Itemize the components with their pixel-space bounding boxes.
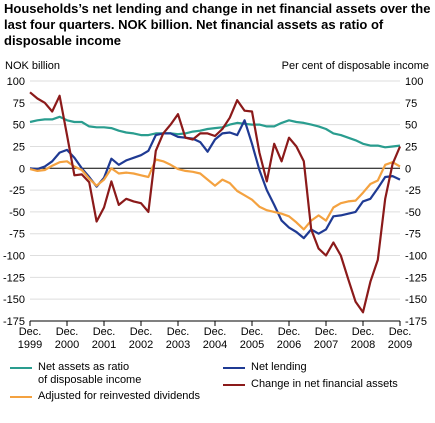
legend-label-line: Change in net financial assets bbox=[251, 378, 398, 390]
legend-swatch bbox=[10, 396, 32, 398]
legend-label-line: Net lending bbox=[251, 361, 307, 373]
y-tick-label-left: -75 bbox=[9, 229, 25, 241]
y-tick-label-left: 100 bbox=[7, 76, 25, 88]
legend-label-line: Net assets as ratio bbox=[38, 361, 130, 373]
x-tick-label-line2: 2003 bbox=[166, 339, 190, 351]
y-ticks-left: 100 75 50 25 0 -25 -50 -75 -100 -125 -150 -175 bbox=[3, 76, 25, 328]
series-line-4 bbox=[29, 91, 402, 314]
x-tick-label-line1: Dec. bbox=[19, 326, 42, 338]
series-line-3 bbox=[29, 158, 401, 231]
x-tick-label-line2: 2006 bbox=[277, 339, 301, 351]
legend-swatch bbox=[223, 384, 245, 386]
legend-swatch bbox=[223, 367, 245, 369]
x-tick-label-line2: 2005 bbox=[240, 339, 264, 351]
y-tick-label-left: -25 bbox=[9, 185, 25, 197]
x-tick-label-line2: 1999 bbox=[18, 339, 42, 351]
x-tick-label-line2: 2004 bbox=[203, 339, 227, 351]
y-tick-label-left: 0 bbox=[19, 163, 25, 175]
y-tick-label-right: 75 bbox=[405, 98, 417, 110]
y-tick-label-right: 50 bbox=[405, 120, 417, 132]
legend-label: Adjusted for reinvested dividends bbox=[38, 390, 200, 403]
y-tick-label-right: -150 bbox=[405, 294, 427, 306]
x-tick-label-line1: Dec. bbox=[389, 326, 412, 338]
chart-title: Households’s net lending and change in n… bbox=[4, 1, 431, 48]
y-tick-label-right: -25 bbox=[405, 185, 421, 197]
y-tick-label-right: 100 bbox=[405, 76, 423, 88]
y-tick-label-right: -175 bbox=[405, 316, 427, 328]
legend-swatch bbox=[10, 367, 32, 369]
x-tick-label-line1: Dec. bbox=[56, 326, 79, 338]
legend-label: Net assets as ratio of disposable income bbox=[38, 361, 141, 387]
grid-lines bbox=[30, 80, 400, 322]
y-tick-label-left: -50 bbox=[9, 207, 25, 219]
series-lines bbox=[29, 91, 402, 314]
y-tick-label-left: -125 bbox=[3, 272, 25, 284]
x-tick-label-line2: 2007 bbox=[314, 339, 338, 351]
x-tick-label-line1: Dec. bbox=[241, 326, 264, 338]
y-tick-label-left: 50 bbox=[13, 120, 25, 132]
y-tick-label-right: -125 bbox=[405, 272, 427, 284]
y-tick-label-right: 0 bbox=[405, 163, 411, 175]
x-tick-label-line2: 2002 bbox=[129, 339, 153, 351]
y-tick-label-left: -175 bbox=[3, 316, 25, 328]
x-tick-label-line2: 2009 bbox=[388, 339, 412, 351]
y-tick-label-left: -150 bbox=[3, 294, 25, 306]
y-axis-label-right: Per cent of disposable income bbox=[281, 60, 429, 72]
series-line-1 bbox=[29, 115, 401, 149]
legend-label: Net lending bbox=[251, 361, 307, 374]
legend-label: Change in net financial assets bbox=[251, 378, 398, 391]
legend-label-line: of disposable income bbox=[38, 374, 142, 386]
y-ticks-right: 100 75 50 25 0 -25 -50 -75 -100 -125 -150 -175 bbox=[405, 76, 427, 328]
y-tick-label-right: -100 bbox=[405, 251, 427, 263]
y-tick-label-right: 25 bbox=[405, 141, 417, 153]
y-axis-label-left: NOK billion bbox=[5, 60, 61, 72]
y-tick-label-right: -75 bbox=[405, 229, 421, 241]
x-tick-label-line1: Dec. bbox=[130, 326, 153, 338]
x-tick-label-line1: Dec. bbox=[204, 326, 227, 338]
x-tick-label-line1: Dec. bbox=[278, 326, 301, 338]
x-tick-label-line1: Dec. bbox=[167, 326, 190, 338]
x-tick-label-line1: Dec. bbox=[93, 326, 116, 338]
y-tick-label-right: -50 bbox=[405, 207, 421, 219]
x-tick-label-line1: Dec. bbox=[315, 326, 338, 338]
y-tick-label-left: -100 bbox=[3, 251, 25, 263]
y-tick-label-left: 75 bbox=[13, 98, 25, 110]
x-tick-label-line2: 2000 bbox=[55, 339, 79, 351]
x-tick-label-line1: Dec. bbox=[352, 326, 375, 338]
x-tick-label-line2: 2001 bbox=[92, 339, 116, 351]
y-tick-label-left: 25 bbox=[13, 141, 25, 153]
x-ticks: Dec.1999Dec.2000Dec.2001Dec.2002Dec.2003… bbox=[18, 321, 412, 351]
x-tick-label-line2: 2008 bbox=[351, 339, 375, 351]
legend-label-line: Adjusted for reinvested dividends bbox=[38, 390, 201, 402]
